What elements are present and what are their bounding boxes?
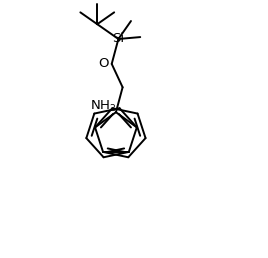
Text: O: O [98, 58, 109, 70]
Text: Si: Si [112, 33, 124, 45]
Text: NH$_2$: NH$_2$ [90, 99, 116, 114]
